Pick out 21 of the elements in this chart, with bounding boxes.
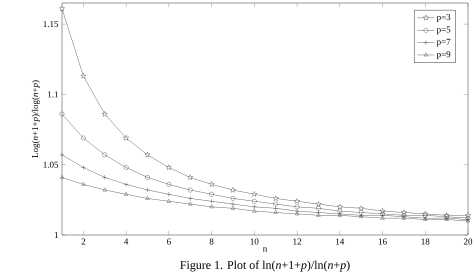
x-tick-label: 4 [124,238,128,244]
text: Log(n+1+p)/log(n+p) [32,80,40,158]
x-tick-label: 8 [210,238,214,245]
x-tick-label: 20 [464,238,472,245]
x-tick-label: 12 [293,238,302,244]
x-tick-label: 18 [422,238,430,245]
x-tick-label: 16 [378,238,387,245]
legend-label: p=9 [436,51,450,60]
x-tick-label: 10 [250,238,258,245]
y-tick-label: 1.1 [48,91,58,98]
x-axis-title: n [262,247,268,252]
legend-label: p=7 [436,38,450,47]
x-tick-label: 2 [82,238,86,244]
y-tick-label: 1.05 [44,162,58,168]
x-tick-label: 6 [166,238,171,245]
x-tick-label: 14 [336,238,344,244]
y-tick-label: 1.15 [44,21,58,28]
text: Figure 1. Plot of ln(n+1+p)/ln(n+p) [180,260,350,272]
legend-label: p=3 [436,14,450,22]
legend-label: p=5 [436,26,450,34]
y-tick-label: 1 [54,232,58,238]
